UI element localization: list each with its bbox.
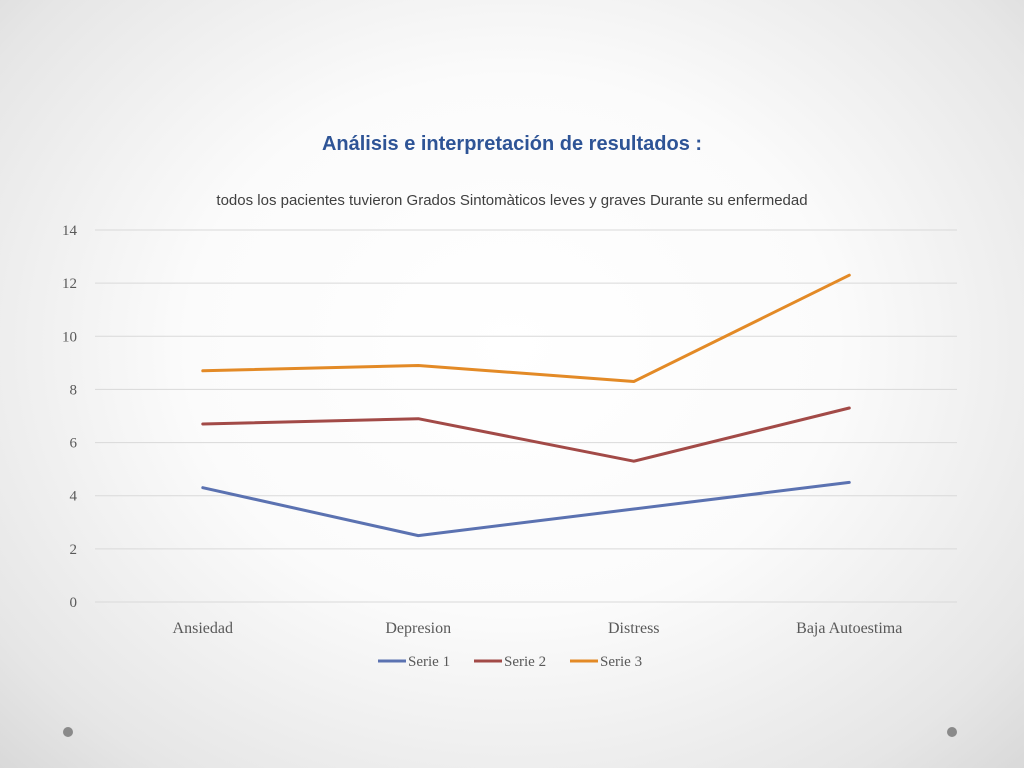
series-line-2: [201, 406, 851, 463]
series-lines: [201, 273, 851, 538]
slide-bullet-left: [63, 727, 73, 737]
y-tick-label: 0: [70, 595, 78, 611]
y-tick-label: 14: [62, 223, 78, 239]
y-tick-label: 12: [62, 276, 77, 292]
x-tick-label: Depresion: [385, 620, 451, 637]
y-tick-label: 2: [70, 542, 78, 558]
x-tick-label: Baja Autoestima: [796, 620, 902, 637]
slide-bullet-right: [947, 727, 957, 737]
x-axis: Ansiedad Depresion Distress Baja Autoestima: [173, 620, 903, 637]
legend: Serie 1 Serie 2 Serie 3: [378, 654, 642, 670]
legend-label-1: Serie 1: [408, 654, 450, 670]
x-tick-label: Distress: [608, 620, 660, 637]
series-line-1: [201, 480, 851, 538]
y-tick-label: 4: [70, 489, 78, 505]
y-tick-label: 10: [62, 329, 77, 345]
series-line-3: [201, 273, 851, 383]
legend-label-3: Serie 3: [600, 654, 642, 670]
y-tick-label: 6: [70, 436, 78, 452]
y-axis: 0 2 4 6 8 10 12 14: [62, 223, 78, 611]
chart-subtitle: todos los pacientes tuvieron Grados Sint…: [216, 192, 808, 209]
y-tick-label: 8: [70, 382, 78, 398]
legend-label-2: Serie 2: [504, 654, 546, 670]
chart-title: Análisis e interpretación de resultados …: [321, 133, 703, 155]
x-tick-label: Ansiedad: [173, 620, 233, 637]
